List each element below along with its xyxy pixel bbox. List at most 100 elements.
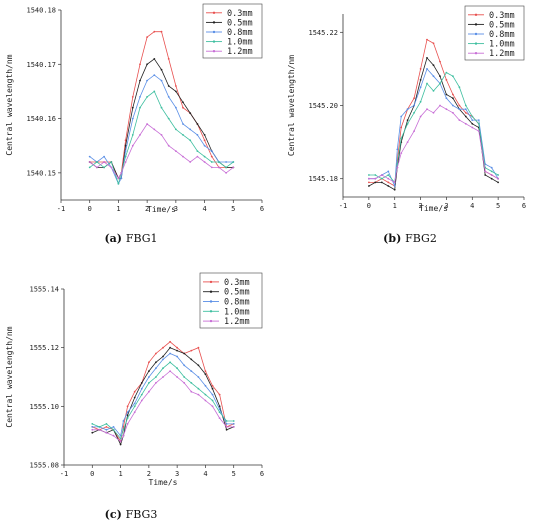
series-1.2mm — [88, 123, 235, 180]
panel-caption: (a) FBG1 — [104, 232, 157, 245]
data-point — [105, 423, 108, 425]
data-point — [204, 399, 207, 402]
data-point — [133, 402, 136, 405]
data-point — [452, 97, 454, 100]
data-point — [167, 58, 170, 60]
data-point — [183, 364, 186, 367]
data-point — [419, 79, 422, 81]
series-line — [89, 90, 234, 186]
data-point — [189, 128, 192, 131]
data-point — [112, 434, 115, 437]
data-point — [426, 82, 428, 85]
data-point — [197, 346, 200, 349]
data-point — [162, 346, 164, 349]
data-point — [225, 166, 228, 169]
y-axis-label: Central wavelength/nm — [5, 326, 14, 427]
data-point — [196, 134, 199, 136]
legend-marker — [212, 30, 216, 34]
data-point — [439, 104, 441, 107]
data-point — [211, 387, 214, 390]
data-point — [98, 428, 101, 431]
data-point — [197, 393, 200, 396]
data-point — [140, 399, 143, 402]
data-point — [126, 411, 129, 414]
legend-marker — [212, 11, 216, 14]
data-point — [400, 115, 403, 118]
data-point — [197, 387, 200, 390]
data-point — [477, 122, 480, 125]
data-point — [148, 370, 150, 372]
series-line — [368, 104, 499, 184]
data-point — [490, 174, 493, 176]
data-point — [380, 181, 383, 184]
data-point — [126, 423, 129, 425]
data-point — [176, 349, 179, 352]
data-point — [182, 155, 184, 158]
data-point — [153, 128, 156, 131]
series-1.0mm — [91, 361, 235, 440]
data-point — [119, 443, 122, 446]
x-tick-label: 3 — [175, 470, 179, 478]
data-point — [374, 177, 377, 180]
data-point — [368, 174, 370, 176]
data-point — [218, 166, 220, 169]
data-point — [432, 90, 435, 92]
data-point — [148, 376, 150, 378]
data-point — [218, 405, 221, 408]
data-point — [406, 141, 409, 144]
data-point — [139, 79, 141, 82]
data-point — [189, 112, 192, 114]
data-point — [105, 426, 108, 428]
data-point — [160, 30, 163, 33]
data-point — [211, 393, 214, 396]
data-point — [155, 376, 157, 378]
legend-label: 0.8mm — [489, 30, 515, 40]
legend-marker — [474, 42, 478, 45]
legend-label: 0.3mm — [224, 278, 250, 288]
series-line — [92, 341, 234, 443]
data-point — [175, 150, 177, 153]
x-tick-label: 4 — [203, 470, 207, 478]
data-point — [387, 177, 390, 180]
data-point — [400, 126, 403, 129]
y-axis-label: Central wavelength/nm — [5, 54, 14, 155]
legend-label: 0.8mm — [227, 28, 253, 38]
data-point — [182, 134, 184, 136]
y-tick-label: 1545.20 — [308, 102, 338, 110]
series-line — [92, 347, 234, 446]
data-point — [140, 387, 143, 390]
data-point — [387, 185, 390, 187]
data-point — [204, 384, 207, 387]
x-tick-label: 1 — [393, 202, 397, 210]
data-point — [189, 161, 192, 163]
data-point — [183, 382, 186, 384]
data-point — [225, 428, 228, 431]
data-point — [160, 79, 163, 82]
data-point — [175, 106, 177, 109]
series-1.2mm — [368, 104, 499, 184]
data-point — [211, 405, 214, 408]
legend-label: 1.2mm — [224, 317, 250, 327]
data-point — [148, 361, 150, 364]
data-point — [122, 426, 125, 428]
legend-label: 0.5mm — [489, 20, 515, 30]
data-point — [162, 376, 164, 378]
x-tick-label: 0 — [367, 202, 371, 210]
data-point — [218, 417, 221, 419]
data-point — [432, 111, 435, 114]
data-point — [452, 111, 454, 114]
data-point — [122, 420, 125, 422]
data-point — [225, 426, 228, 428]
legend-marker — [212, 40, 216, 43]
data-point — [387, 170, 390, 173]
data-point — [133, 411, 136, 414]
x-axis-label: Time/s — [147, 205, 176, 214]
data-point — [124, 139, 127, 142]
data-point — [155, 361, 157, 364]
data-point — [204, 393, 207, 396]
data-point — [203, 139, 206, 142]
legend-marker — [474, 13, 478, 16]
legend-marker — [209, 290, 213, 293]
data-point — [471, 115, 474, 118]
